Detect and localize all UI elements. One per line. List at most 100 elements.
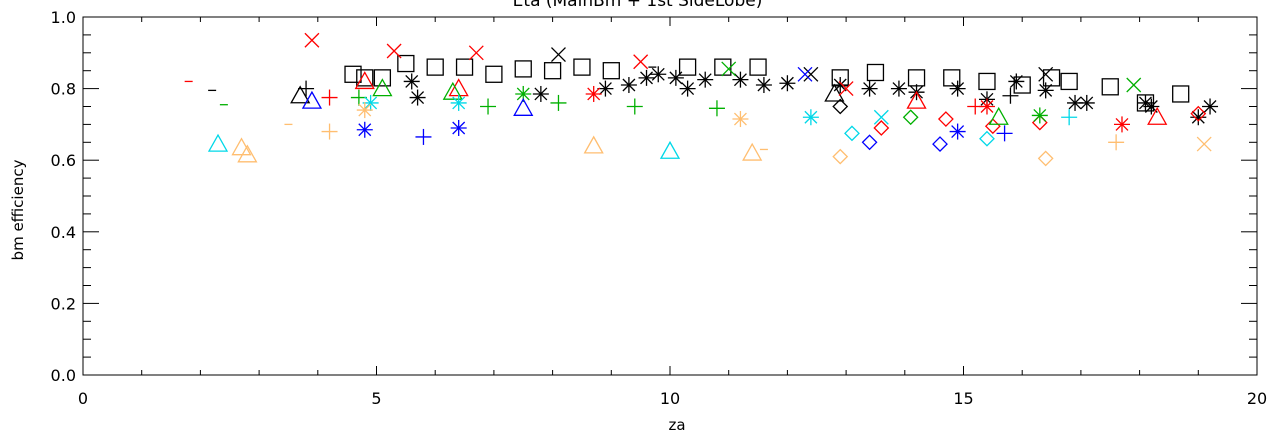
data-point-diamond	[1037, 150, 1054, 167]
data-point-asterisk	[802, 109, 819, 126]
data-point-asterisk	[356, 102, 373, 119]
data-point-plus	[967, 98, 984, 115]
data-point-asterisk	[638, 69, 655, 86]
data-point-square	[1172, 85, 1190, 103]
data-point-plus	[626, 98, 643, 115]
data-point-x	[803, 66, 819, 82]
data-point-asterisk	[409, 89, 426, 106]
data-point-triangle	[354, 71, 375, 90]
data-point-square	[455, 58, 474, 76]
data-point-plus	[298, 80, 315, 97]
y-tick-label: 0.6	[51, 151, 76, 170]
data-point-x	[386, 43, 402, 59]
data-point-square	[907, 69, 926, 87]
data-point-plus	[708, 100, 725, 117]
x-tick-label: 10	[660, 389, 680, 408]
data-point-plus	[480, 98, 497, 115]
data-point-asterisk	[1190, 109, 1207, 126]
data-point-triangle	[513, 97, 534, 116]
data-point-asterisk	[1037, 82, 1054, 99]
data-point-square	[978, 72, 996, 91]
data-point-triangle	[906, 90, 927, 109]
data-point-asterisk	[667, 69, 684, 86]
data-point-triangle	[1147, 106, 1168, 125]
data-point-diamond	[937, 111, 954, 127]
x-axis-label: za	[668, 416, 686, 434]
data-point-asterisk	[1202, 98, 1219, 115]
data-point-triangle	[237, 144, 258, 163]
data-point-square	[714, 58, 732, 76]
data-point-plus	[321, 89, 338, 106]
data-point-square	[1013, 76, 1031, 94]
data-point-diamond	[1190, 105, 1207, 122]
data-point-square	[485, 65, 503, 83]
data-point-asterisk	[585, 85, 602, 102]
data-point-square	[426, 58, 444, 76]
data-point-x	[1038, 66, 1054, 82]
data-point-triangle	[988, 106, 1009, 125]
data-point-plus	[415, 128, 432, 145]
data-point-x	[304, 32, 320, 48]
data-point-x	[797, 66, 813, 82]
data-point-square	[514, 60, 532, 78]
data-point-triangle	[659, 140, 681, 159]
data-point-asterisk	[732, 111, 749, 128]
data-point-plus	[1002, 87, 1019, 104]
data-point-square	[1042, 69, 1061, 87]
data-point-square	[1060, 72, 1078, 91]
data-point-asterisk	[679, 80, 696, 97]
data-point-x	[468, 45, 484, 61]
data-point-asterisk	[650, 66, 667, 83]
data-point-x	[633, 54, 649, 70]
y-tick-label: 0.8	[51, 80, 76, 99]
data-point-diamond	[832, 148, 849, 165]
data-point-asterisk	[1113, 116, 1130, 133]
data-point-asterisk	[356, 121, 373, 138]
y-tick-label: 1.0	[51, 8, 76, 27]
data-point-square	[356, 69, 374, 87]
data-point-square	[543, 62, 562, 80]
data-point-asterisk	[697, 71, 714, 88]
plot-frame	[82, 16, 1258, 376]
data-point-plus	[550, 94, 567, 111]
data-point-x	[1126, 77, 1142, 93]
data-point-asterisk	[532, 85, 549, 102]
data-point-square	[602, 62, 620, 80]
data-point-asterisk	[890, 80, 907, 97]
data-point-triangle	[207, 133, 229, 152]
data-point-plus	[1108, 134, 1125, 151]
data-point-x	[873, 109, 889, 125]
data-point-plus	[996, 125, 1013, 142]
data-point-triangle	[442, 81, 463, 100]
data-point-square	[866, 63, 885, 82]
data-point-plus	[350, 89, 367, 106]
data-point-triangle	[301, 90, 323, 109]
data-point-square	[1101, 78, 1119, 96]
x-tick-label: 20	[1247, 389, 1267, 408]
data-point-triangle	[290, 85, 311, 104]
y-tick-label: 0.4	[51, 223, 76, 242]
data-point-plus	[1061, 109, 1078, 126]
data-point-asterisk	[949, 123, 966, 140]
chart-title: Eta (MainBm + 1st SideLobe)	[512, 0, 763, 11]
data-point-square	[749, 58, 767, 76]
y-tick-label: 0.0	[51, 366, 76, 385]
x-tick-label: 15	[953, 389, 973, 408]
data-point-asterisk	[755, 77, 772, 94]
data-point-asterisk	[861, 80, 878, 97]
data-point-square	[397, 54, 415, 73]
data-point-diamond	[979, 130, 995, 147]
data-point-x	[721, 61, 737, 77]
data-point-asterisk	[403, 73, 420, 90]
data-point-asterisk	[1143, 98, 1160, 115]
data-point-plus	[321, 123, 338, 140]
y-tick-label: 0.2	[51, 294, 76, 313]
data-point-triangle	[742, 142, 763, 161]
data-point-triangle	[372, 78, 393, 97]
data-point-asterisk	[597, 80, 614, 97]
data-point-asterisk	[1031, 107, 1048, 124]
data-point-square	[573, 58, 591, 76]
data-point-diamond	[832, 98, 849, 115]
data-point-asterisk	[620, 77, 637, 94]
data-point-diamond	[902, 109, 919, 126]
